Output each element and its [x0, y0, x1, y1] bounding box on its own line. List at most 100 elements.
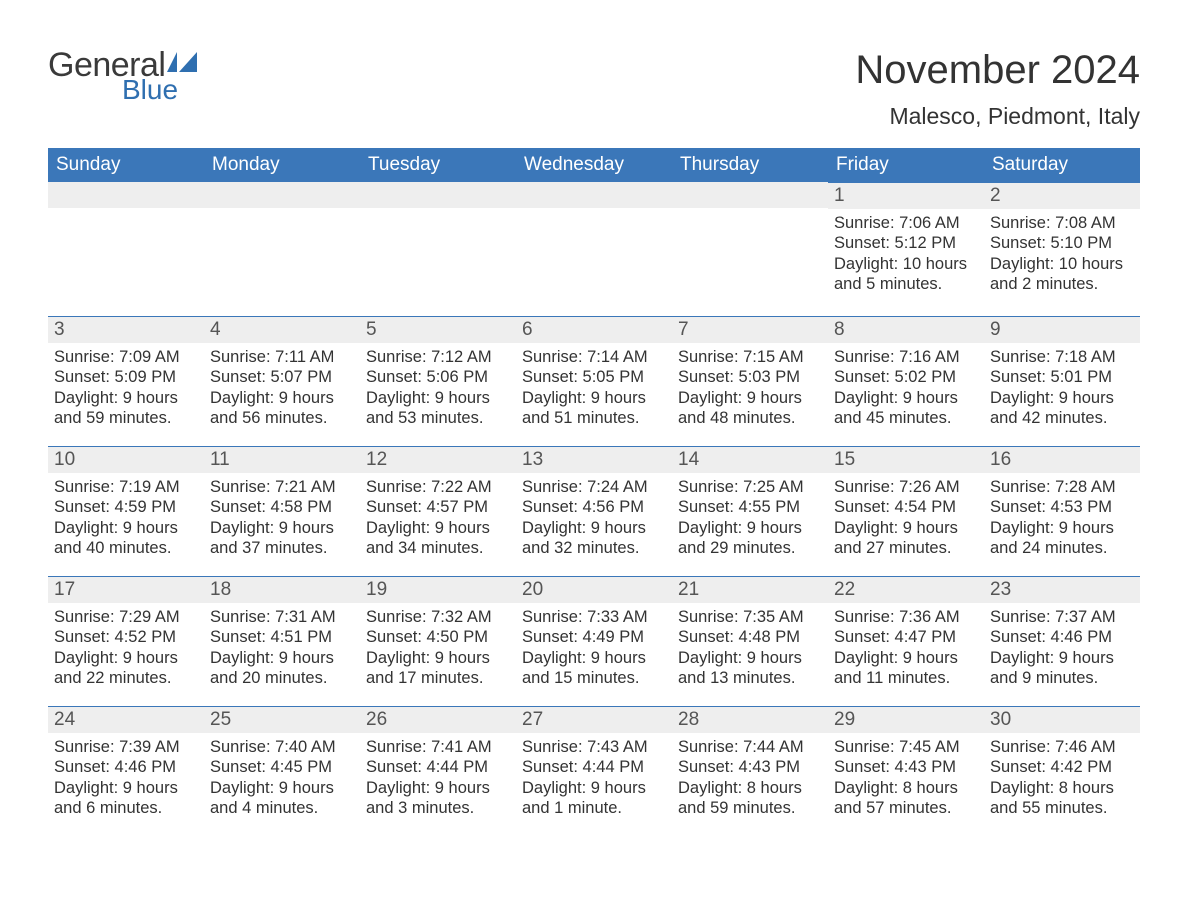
day-details: Sunrise: 7:28 AMSunset: 4:53 PMDaylight:…	[984, 473, 1140, 563]
day-sunrise: Sunrise: 7:08 AM	[990, 213, 1134, 233]
calendar-cell: 21Sunrise: 7:35 AMSunset: 4:48 PMDayligh…	[672, 576, 828, 706]
calendar-cell: 27Sunrise: 7:43 AMSunset: 4:44 PMDayligh…	[516, 706, 672, 836]
calendar-table: Sunday Monday Tuesday Wednesday Thursday…	[48, 148, 1140, 836]
weekday-header: Tuesday	[360, 148, 516, 182]
day-dl2: and 59 minutes.	[678, 798, 822, 818]
day-number-empty	[516, 182, 672, 208]
day-dl1: Daylight: 9 hours	[366, 778, 510, 798]
day-number-empty	[360, 182, 516, 208]
day-sunrise: Sunrise: 7:18 AM	[990, 347, 1134, 367]
day-sunset: Sunset: 5:02 PM	[834, 367, 978, 387]
day-sunset: Sunset: 4:53 PM	[990, 497, 1134, 517]
day-number: 15	[828, 447, 984, 473]
day-sunset: Sunset: 4:56 PM	[522, 497, 666, 517]
day-details: Sunrise: 7:15 AMSunset: 5:03 PMDaylight:…	[672, 343, 828, 433]
day-number: 4	[204, 317, 360, 343]
day-dl1: Daylight: 9 hours	[210, 778, 354, 798]
day-dl2: and 24 minutes.	[990, 538, 1134, 558]
day-dl1: Daylight: 9 hours	[678, 518, 822, 538]
day-sunrise: Sunrise: 7:28 AM	[990, 477, 1134, 497]
day-sunset: Sunset: 4:46 PM	[54, 757, 198, 777]
weekday-header: Friday	[828, 148, 984, 182]
day-number: 20	[516, 577, 672, 603]
day-details: Sunrise: 7:22 AMSunset: 4:57 PMDaylight:…	[360, 473, 516, 563]
calendar-cell: 29Sunrise: 7:45 AMSunset: 4:43 PMDayligh…	[828, 706, 984, 836]
day-dl1: Daylight: 9 hours	[990, 648, 1134, 668]
day-dl1: Daylight: 9 hours	[366, 388, 510, 408]
brand-word-2: Blue	[122, 76, 197, 104]
calendar-week-row: 1Sunrise: 7:06 AMSunset: 5:12 PMDaylight…	[48, 182, 1140, 316]
day-sunrise: Sunrise: 7:39 AM	[54, 737, 198, 757]
day-number-empty	[672, 182, 828, 208]
day-dl1: Daylight: 8 hours	[834, 778, 978, 798]
day-dl2: and 57 minutes.	[834, 798, 978, 818]
day-dl1: Daylight: 9 hours	[990, 518, 1134, 538]
day-dl2: and 22 minutes.	[54, 668, 198, 688]
day-sunrise: Sunrise: 7:21 AM	[210, 477, 354, 497]
day-sunset: Sunset: 4:42 PM	[990, 757, 1134, 777]
calendar-cell: 10Sunrise: 7:19 AMSunset: 4:59 PMDayligh…	[48, 446, 204, 576]
day-dl2: and 55 minutes.	[990, 798, 1134, 818]
weekday-header: Wednesday	[516, 148, 672, 182]
day-sunrise: Sunrise: 7:33 AM	[522, 607, 666, 627]
day-sunset: Sunset: 4:43 PM	[834, 757, 978, 777]
day-dl2: and 51 minutes.	[522, 408, 666, 428]
calendar-cell: 23Sunrise: 7:37 AMSunset: 4:46 PMDayligh…	[984, 576, 1140, 706]
day-number-empty	[48, 182, 204, 208]
day-details: Sunrise: 7:40 AMSunset: 4:45 PMDaylight:…	[204, 733, 360, 823]
day-dl1: Daylight: 9 hours	[834, 388, 978, 408]
day-sunrise: Sunrise: 7:40 AM	[210, 737, 354, 757]
day-details: Sunrise: 7:31 AMSunset: 4:51 PMDaylight:…	[204, 603, 360, 693]
day-dl1: Daylight: 8 hours	[678, 778, 822, 798]
day-details: Sunrise: 7:44 AMSunset: 4:43 PMDaylight:…	[672, 733, 828, 823]
day-sunset: Sunset: 5:10 PM	[990, 233, 1134, 253]
day-dl2: and 1 minute.	[522, 798, 666, 818]
calendar-cell: 15Sunrise: 7:26 AMSunset: 4:54 PMDayligh…	[828, 446, 984, 576]
day-sunset: Sunset: 4:48 PM	[678, 627, 822, 647]
day-dl2: and 48 minutes.	[678, 408, 822, 428]
day-sunset: Sunset: 4:55 PM	[678, 497, 822, 517]
day-dl1: Daylight: 9 hours	[522, 648, 666, 668]
day-details: Sunrise: 7:39 AMSunset: 4:46 PMDaylight:…	[48, 733, 204, 823]
brand-logo: General Blue	[48, 48, 197, 104]
day-dl2: and 6 minutes.	[54, 798, 198, 818]
day-sunset: Sunset: 4:45 PM	[210, 757, 354, 777]
day-dl1: Daylight: 9 hours	[834, 648, 978, 668]
weekday-header-row: Sunday Monday Tuesday Wednesday Thursday…	[48, 148, 1140, 182]
day-details: Sunrise: 7:43 AMSunset: 4:44 PMDaylight:…	[516, 733, 672, 823]
day-number: 23	[984, 577, 1140, 603]
day-sunrise: Sunrise: 7:19 AM	[54, 477, 198, 497]
weekday-header: Sunday	[48, 148, 204, 182]
day-dl2: and 40 minutes.	[54, 538, 198, 558]
day-details: Sunrise: 7:36 AMSunset: 4:47 PMDaylight:…	[828, 603, 984, 693]
calendar-cell: 28Sunrise: 7:44 AMSunset: 4:43 PMDayligh…	[672, 706, 828, 836]
calendar-cell: 16Sunrise: 7:28 AMSunset: 4:53 PMDayligh…	[984, 446, 1140, 576]
calendar-cell: 11 Sunrise: 7:21 AMSunset: 4:58 PMDayligh…	[204, 446, 360, 576]
calendar-week-row: 3Sunrise: 7:09 AMSunset: 5:09 PMDaylight…	[48, 316, 1140, 446]
day-sunrise: Sunrise: 7:32 AM	[366, 607, 510, 627]
day-details: Sunrise: 7:12 AMSunset: 5:06 PMDaylight:…	[360, 343, 516, 433]
calendar-cell: 5Sunrise: 7:12 AMSunset: 5:06 PMDaylight…	[360, 316, 516, 446]
calendar-cell: 4Sunrise: 7:11 AMSunset: 5:07 PMDaylight…	[204, 316, 360, 446]
day-dl1: Daylight: 9 hours	[678, 648, 822, 668]
day-details: Sunrise: 7:25 AMSunset: 4:55 PMDaylight:…	[672, 473, 828, 563]
page-title: November 2024	[855, 48, 1140, 93]
calendar-cell: 13Sunrise: 7:24 AMSunset: 4:56 PMDayligh…	[516, 446, 672, 576]
day-sunset: Sunset: 4:43 PM	[678, 757, 822, 777]
day-dl2: and 27 minutes.	[834, 538, 978, 558]
day-dl1: Daylight: 9 hours	[210, 518, 354, 538]
day-sunset: Sunset: 4:58 PM	[210, 497, 354, 517]
day-dl2: and 5 minutes.	[834, 274, 978, 294]
day-dl2: and 34 minutes.	[366, 538, 510, 558]
day-number: 14	[672, 447, 828, 473]
day-number: 11	[204, 447, 360, 473]
day-dl1: Daylight: 9 hours	[210, 388, 354, 408]
weekday-header: Monday	[204, 148, 360, 182]
day-dl2: and 45 minutes.	[834, 408, 978, 428]
day-sunrise: Sunrise: 7:35 AM	[678, 607, 822, 627]
day-dl1: Daylight: 9 hours	[990, 388, 1134, 408]
day-dl1: Daylight: 9 hours	[54, 518, 198, 538]
day-number: 6	[516, 317, 672, 343]
day-sunrise: Sunrise: 7:12 AM	[366, 347, 510, 367]
day-sunset: Sunset: 4:57 PM	[366, 497, 510, 517]
